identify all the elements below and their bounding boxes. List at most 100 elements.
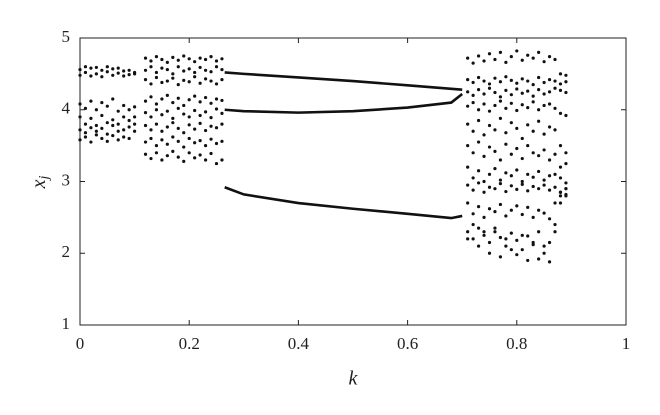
scatter-point [116,138,120,142]
scatter-point [78,102,82,106]
y-tick-label: 1 [62,314,71,333]
scatter-point [482,179,486,184]
scatter-point [143,68,148,72]
scatter-point [160,97,164,101]
scatter-point [89,126,93,130]
scatter-point [476,118,481,123]
scatter-point [165,109,169,113]
scatter-point [94,133,98,137]
scatter-point [143,111,148,115]
scatter-point [515,81,519,85]
scatter-point [542,211,546,215]
scatter-point [171,116,175,120]
scatter-point [133,122,137,126]
scatter-point [165,79,169,83]
scatter-point [171,55,175,59]
scatter-point [193,94,197,98]
scatter-point [143,56,148,60]
scatter-point [149,65,153,69]
scatter-point [476,169,481,173]
scatter-point [209,101,213,105]
scatter-point [100,100,104,105]
scatter-point [542,103,546,108]
scatter-point [154,144,159,148]
scatter-point [537,119,541,123]
scatter-point [493,226,497,230]
scatter-point [526,89,530,93]
scatter-point [526,172,530,176]
scatter-point [515,253,519,257]
scatter-point [466,201,470,205]
scatter-point [520,156,524,161]
scatter-point [193,127,197,131]
scatter-point [154,55,159,59]
scatter-point [487,207,492,211]
scatter-point [105,104,109,108]
scatter-point [487,52,492,56]
scatter-point [198,100,202,104]
scatter-point [100,136,104,141]
scatter-point [493,166,497,171]
scatter-point [558,82,563,86]
scatter-point [198,121,202,125]
scatter-point [122,74,126,78]
scatter-point [116,122,120,126]
x-tick-label: 1 [622,334,631,353]
scatter-point [558,72,563,76]
scatter-point [214,141,219,146]
scatter-point [482,215,486,219]
scatter-point [542,178,546,182]
scatter-point [509,208,513,212]
scatter-point [520,103,524,107]
scatter-point [94,108,98,112]
scatter-point [471,212,475,216]
scatter-point [515,49,519,53]
scatter-point [154,102,159,106]
scatter-point [471,151,475,155]
scatter-point [476,108,481,112]
scatter-point [553,86,557,90]
scatter-point [537,88,541,92]
scatter-point [498,255,503,259]
scatter-point [203,128,208,133]
scatter-point [154,122,159,126]
scatter-point [482,79,486,83]
scatter-point [498,95,503,99]
scatter-point [220,98,224,103]
scatter-point [564,187,568,191]
scatter-point [78,67,82,72]
scatter-point [547,188,552,192]
scatter-point [504,171,508,175]
scatter-point [553,172,557,176]
scatter-point [482,92,486,96]
scatter-point [482,133,486,137]
scatter-point [564,181,568,185]
scatter-point [476,244,481,248]
scatter-point [149,95,153,99]
scatter-point [471,188,475,192]
scatter-point [160,158,164,162]
scatter-point [558,190,563,194]
scatter-point [187,57,191,61]
scatter-point [526,123,530,127]
scatter-point [504,214,508,218]
scatter-point [203,110,208,114]
scatter-point [154,108,159,112]
scatter-point [133,129,137,133]
scatter-point [504,106,508,110]
scatter-point [553,152,557,156]
scatter-point [89,66,93,70]
scatter-point [542,148,546,152]
scatter-point [558,88,563,92]
scatter-point [526,189,530,193]
scatter-point [214,107,219,111]
scatter-point [209,124,213,128]
scatter-point [498,116,503,120]
scatter-point [531,240,535,245]
scatter-point [482,59,486,63]
scatter-point [171,149,175,153]
scatter-point [143,99,148,103]
scatter-point [515,238,519,242]
scatter-point [509,231,513,235]
